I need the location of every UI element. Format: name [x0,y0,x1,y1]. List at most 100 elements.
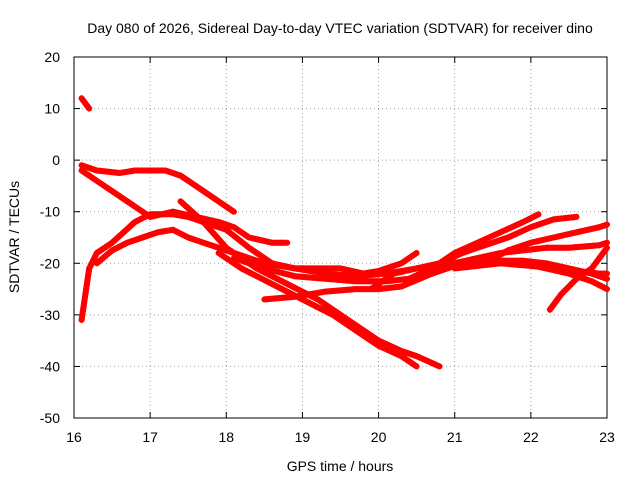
data-point-marker [81,163,88,170]
data-point-marker [487,240,494,247]
data-point-marker [162,167,169,174]
data-point-marker [165,168,172,175]
data-point-marker [250,261,257,268]
data-point-marker [378,344,385,351]
data-point-marker [601,284,608,291]
series-markers-sat-m [482,222,608,267]
data-point-marker [387,348,393,354]
y-tick-label: -20 [40,255,60,271]
grid [74,57,607,418]
x-tick-label: 23 [599,429,615,445]
data-point-marker [425,262,432,269]
data-point-marker [591,271,598,278]
data-point-marker [505,234,511,241]
data-point-marker [281,239,288,246]
data-point-marker [276,269,283,276]
data-point-marker [401,282,408,289]
data-point-marker [142,233,149,240]
data-point-marker [525,240,531,247]
data-point-marker [459,250,466,256]
data-point-marker [465,248,471,254]
data-point-marker [513,230,520,237]
data-point-marker [215,244,222,251]
data-point-marker [419,355,426,362]
data-point-marker [585,226,591,233]
data-point-marker [392,262,399,269]
data-point-marker [570,230,577,236]
x-tick-label: 18 [218,429,234,445]
data-point-marker [548,266,555,273]
data-point-marker [427,359,434,366]
data-point-marker [554,268,561,274]
data-point-marker [527,224,534,231]
data-point-marker [230,255,237,262]
data-point-marker [601,222,608,229]
data-point-marker [440,266,447,273]
data-point-marker [553,233,560,240]
data-point-marker [381,345,388,352]
data-point-marker [212,243,219,250]
data-point-marker [258,264,265,271]
data-point-marker [249,235,255,242]
data-point-marker [513,244,520,251]
data-point-marker [409,278,416,285]
data-point-marker [506,225,512,232]
data-point-marker [384,265,391,272]
data-point-marker [185,234,192,241]
data-point-marker [191,236,198,243]
data-point-marker [282,270,289,277]
data-point-marker [473,245,480,252]
data-point-marker [590,225,597,232]
data-point-marker [209,242,216,249]
data-point-marker [279,270,286,277]
data-point-marker [539,237,546,244]
data-point-marker [136,235,143,242]
data-point-marker [197,238,204,245]
data-point-marker [505,247,511,254]
data-point-marker [436,260,443,267]
data-point-marker [221,221,228,228]
data-point-marker [244,259,251,266]
data-point-marker [601,240,608,247]
data-point-marker [212,223,219,230]
series-group [78,95,610,370]
data-point-marker [389,349,396,356]
data-point-marker [90,166,97,173]
data-point-marker [437,267,444,274]
data-point-marker [285,271,292,278]
x-tick-label: 21 [447,429,463,445]
data-point-marker [433,362,440,369]
data-point-marker [384,346,391,353]
data-point-marker [395,261,402,268]
data-point-marker [490,239,497,246]
y-tick-label: 20 [44,49,60,65]
data-point-marker [551,262,558,269]
data-point-marker [411,251,418,258]
data-point-marker [597,273,604,280]
data-point-marker [510,245,517,252]
data-point-marker [503,226,510,233]
data-point-marker [194,237,201,244]
y-tick-label: -40 [40,358,60,374]
data-point-marker [547,217,554,224]
data-point-marker [389,263,396,270]
data-point-marker [375,342,382,349]
data-point-marker [431,269,438,276]
data-point-marker [514,221,521,228]
x-tick-label: 17 [142,429,158,445]
data-point-marker [188,235,195,242]
data-point-marker [583,276,590,283]
data-point-marker [519,228,526,235]
data-point-marker [443,265,450,272]
data-point-marker [87,165,94,172]
data-point-marker [497,229,504,236]
data-point-marker [420,274,427,281]
data-point-marker [530,223,537,230]
data-point-marker [405,267,412,274]
series-markers-sat-l [451,260,608,291]
data-point-marker [507,233,514,240]
series-markers-sat-n [546,247,609,313]
data-point-marker [571,266,578,273]
data-point-marker [168,169,175,176]
series-markers-sat-a [78,95,91,109]
